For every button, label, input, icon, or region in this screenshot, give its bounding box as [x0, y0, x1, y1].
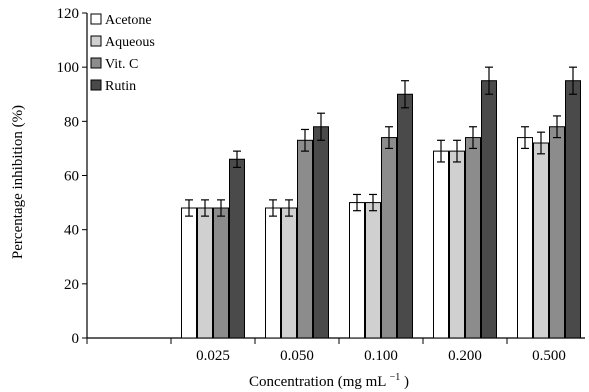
bar [533, 142, 549, 339]
x-axis-title-main: Concentration (mg mL [249, 374, 386, 390]
axes [82, 12, 585, 344]
legend: Acetone Aqueous Vit. C Rutin [90, 13, 155, 94]
bar [213, 207, 229, 339]
x-tick-label: 0.100 [364, 348, 398, 364]
bar [297, 139, 313, 339]
bar [549, 126, 565, 339]
x-tick-label: 0.050 [280, 348, 314, 364]
y-axis-title: Percentage inhibition (%) [10, 105, 26, 259]
bar [349, 202, 365, 339]
legend-label: Aqueous [105, 35, 155, 50]
error-bars [185, 66, 577, 217]
bar [517, 137, 533, 339]
y-tick-label: 20 [64, 277, 79, 293]
y-tick-label: 40 [64, 223, 79, 239]
bar [265, 207, 281, 339]
bar [433, 150, 449, 339]
legend-label: Acetone [105, 13, 152, 28]
bar [197, 207, 213, 339]
y-tick-label: 0 [72, 331, 80, 347]
bar [397, 93, 413, 339]
x-axis-title: Concentration (mg mL −1 ) [249, 368, 409, 390]
x-tick-label: 0.200 [448, 348, 482, 364]
bar [181, 207, 197, 339]
bar [465, 137, 481, 339]
bar [281, 207, 297, 339]
bar [381, 137, 397, 339]
x-tick-label: 0.025 [196, 348, 230, 364]
bar [565, 80, 581, 339]
legend-label: Rutin [105, 79, 136, 94]
legend-label: Vit. C [105, 57, 138, 72]
legend-swatch [90, 79, 102, 91]
x-axis-title-superscript: −1 [390, 372, 401, 383]
y-tick-label: 80 [64, 114, 79, 130]
x-axis-title-end: ) [404, 374, 409, 390]
tick-labels: 0 20 40 60 80 100 120 0.025 0.050 0.100 0.200 0.500 [57, 6, 566, 364]
bar [313, 126, 329, 339]
legend-swatch [90, 13, 102, 25]
y-tick-label: 100 [57, 60, 80, 76]
bars [181, 80, 581, 339]
y-tick-label: 120 [57, 6, 80, 22]
bar [229, 158, 245, 339]
x-tick-label: 0.500 [532, 348, 566, 364]
legend-swatch [90, 57, 102, 69]
bar [449, 150, 465, 339]
bar [481, 80, 497, 339]
legend-swatch [90, 35, 102, 47]
bar [365, 202, 381, 339]
y-tick-label: 60 [64, 169, 79, 185]
